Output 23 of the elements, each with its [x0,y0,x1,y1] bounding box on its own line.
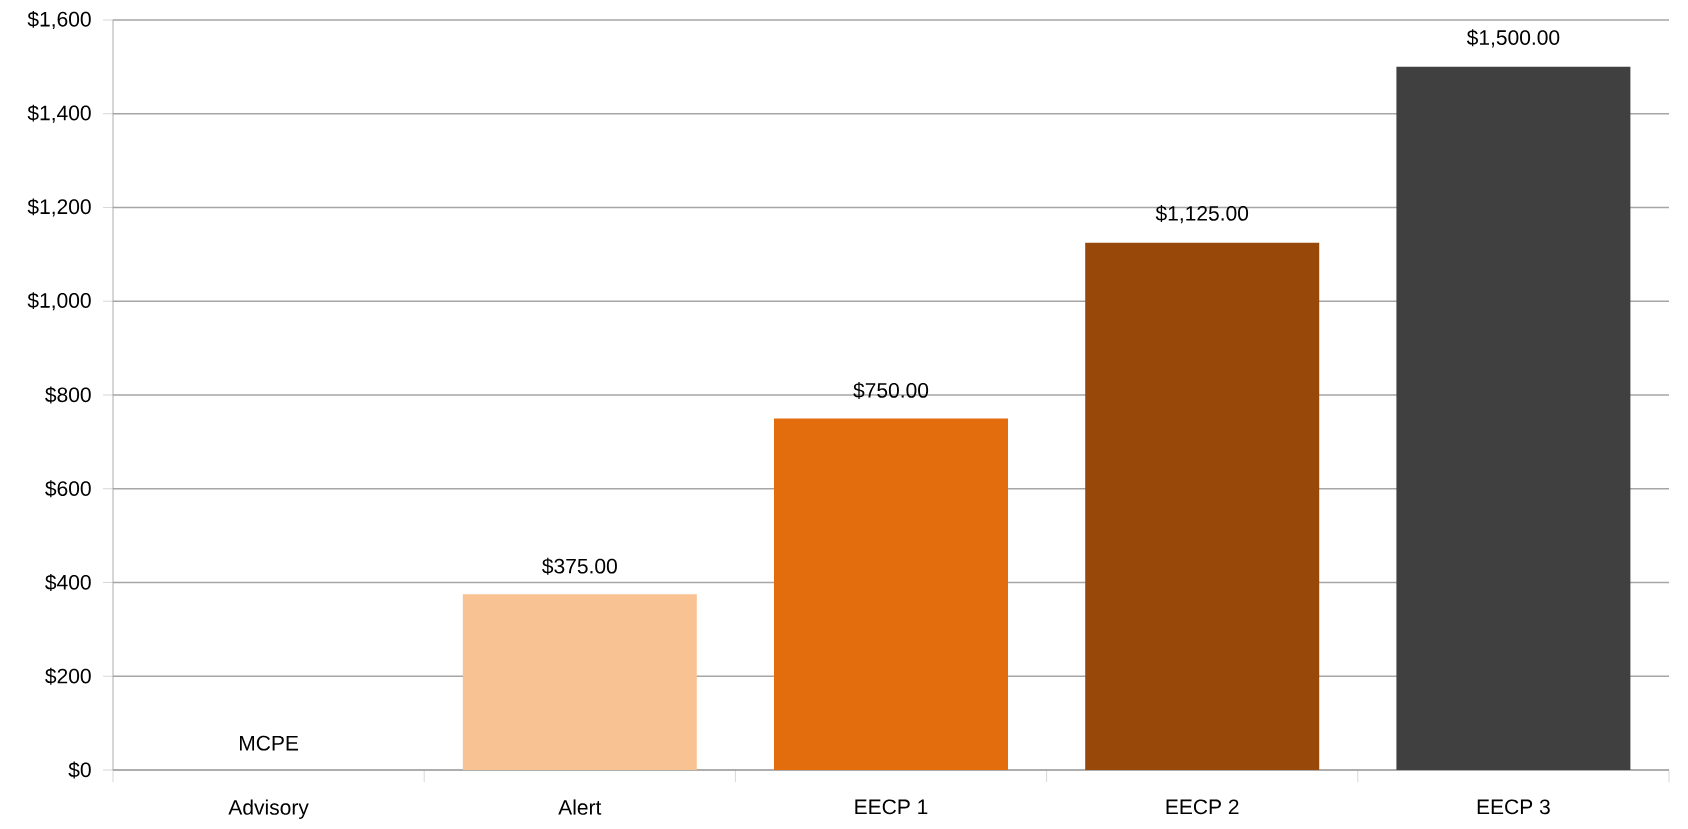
y-tick-label: $1,200 [27,198,91,217]
y-tick-label: $0 [68,761,91,779]
bar [1396,66,1631,770]
bar [462,594,697,770]
y-tick-label: $1,000 [27,292,91,311]
data-label: $375.00 [542,557,617,575]
x-tick-label: Advisory [228,799,309,819]
y-tick-label: $600 [45,480,91,498]
data-label: $1,500.00 [1466,29,1560,48]
y-tick-label: $1,600 [27,10,91,30]
data-label: $750.00 [853,382,929,400]
bar [1085,242,1320,770]
bar [774,418,1008,770]
x-tick-label: Alert [558,799,602,815]
data-label: $1,125.00 [1155,205,1249,224]
x-tick-label: EECP 3 [1477,799,1550,815]
x-tick-label: EECP 1 [855,799,928,815]
y-tick-label: $800 [45,386,91,404]
y-tick-label: $400 [45,574,91,591]
data-label: MCPE [240,735,299,751]
y-tick-label: $1,400 [27,104,91,123]
y-tick-label: $200 [45,667,91,685]
x-tick-label: EECP 2 [1166,799,1239,815]
